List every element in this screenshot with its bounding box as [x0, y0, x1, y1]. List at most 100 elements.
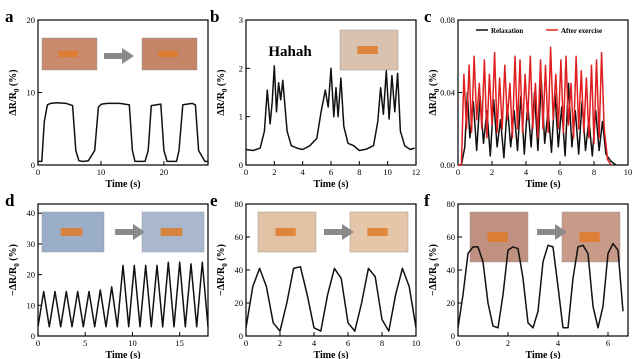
wrist-bent-photo	[141, 211, 205, 253]
y-tick-label: 0	[239, 160, 243, 170]
y-tick-label: 0.00	[440, 160, 455, 170]
y-tick-label: 3	[239, 15, 243, 25]
y-tick-label: 40	[447, 265, 456, 275]
legend: Relaxation After exercise	[476, 27, 602, 35]
y-tick-label: 0	[31, 331, 35, 341]
y-tick-label: 0.08	[440, 15, 455, 25]
right-arrow-icon	[104, 48, 134, 64]
x-tick-label: 8	[357, 167, 361, 177]
sensor-patch	[60, 228, 83, 236]
chart-panel-c: c 0 2 4 6 8 10 0.00 0.04 0.08 Time (s) ΔR/R0 (%) Rel…	[424, 7, 632, 190]
x-tick-label: 15	[175, 338, 184, 348]
x-tick-label: 0	[244, 167, 248, 177]
x-tick-label: 2	[506, 338, 510, 348]
sensor-patch	[160, 228, 183, 236]
panel-label-c: c	[424, 7, 432, 26]
knee-bent-photo	[561, 211, 621, 263]
x-tick-label: 10	[97, 167, 106, 177]
y-tick-label: 60	[447, 232, 456, 242]
x-tick-label: 20	[160, 167, 169, 177]
y-tick-label: 0	[451, 331, 455, 341]
x-tick-label: 6	[346, 338, 350, 348]
series-line-a-0	[38, 101, 208, 163]
y-axis-label: ΔR/R0 (%)	[8, 69, 21, 115]
x-tick-label: 4	[312, 338, 317, 348]
x-tick-label: 10	[383, 167, 392, 177]
wrist-flat-photo	[41, 211, 105, 253]
x-tick-label: 0	[244, 338, 248, 348]
x-tick-label: 4	[524, 167, 529, 177]
y-tick-label: 10	[27, 300, 36, 310]
y-tick-label: 10	[27, 88, 36, 98]
x-tick-label: 2	[272, 167, 276, 177]
x-tick-label: 10	[128, 338, 137, 348]
y-tick-label: 0	[31, 160, 35, 170]
x-axis-label: Time (s)	[525, 179, 560, 190]
x-tick-label: 4	[301, 167, 306, 177]
y-axis-label-text: −ΔR/R0 (%)	[216, 244, 229, 296]
y-tick-label: 80	[447, 199, 456, 209]
elbow-bent-photo	[349, 211, 409, 253]
x-tick-label: 0	[456, 167, 460, 177]
chart-panel-e: e 0 2 4 6 8 10 0 20 40 60 80 Time (s) −ΔR/R0 (%)	[210, 191, 420, 359]
elbow-straight-photo	[257, 211, 317, 253]
plot-frame	[37, 203, 209, 337]
x-axis-label: Time (s)	[313, 179, 348, 190]
x-axis-label: Time (s)	[105, 179, 140, 190]
right-arrow-icon	[537, 224, 567, 240]
forehead-sensor-frown-photo	[141, 37, 198, 71]
sensor-patch	[357, 46, 378, 54]
x-axis-label: Time (s)	[525, 350, 560, 359]
panel-label-e: e	[210, 191, 218, 210]
series-line-f-0	[457, 242, 624, 329]
panel-label-a: a	[5, 7, 14, 26]
legend-entry: After exercise	[561, 27, 602, 35]
y-tick-label: 20	[27, 15, 36, 25]
y-tick-label: 20	[235, 298, 244, 308]
sensor-patch	[487, 232, 508, 242]
x-tick-label: 4	[556, 338, 561, 348]
series-line-d-0	[37, 261, 209, 328]
panel-label-b: b	[210, 7, 219, 26]
y-axis-label-text: −ΔR/R0 (%)	[8, 244, 21, 296]
x-tick-label: 5	[83, 338, 87, 348]
x-tick-label: 10	[624, 167, 633, 177]
x-tick-label: 2	[490, 167, 494, 177]
y-tick-label: 30	[27, 239, 36, 249]
y-tick-label: 0	[239, 331, 243, 341]
series-line-b-0	[245, 65, 415, 152]
sensor-patch	[58, 50, 78, 58]
right-arrow-icon	[324, 224, 354, 240]
y-axis-label-text: ΔR/R0 (%)	[428, 69, 441, 115]
y-axis-label-text: −ΔR/R0 (%)	[428, 244, 441, 296]
y-tick-label: 0.04	[440, 88, 456, 98]
x-axis-label: Time (s)	[313, 350, 348, 359]
y-tick-label: 40	[235, 265, 244, 275]
y-tick-label: 20	[27, 270, 36, 280]
y-tick-label: 80	[235, 199, 244, 209]
series-line-after-exercise	[458, 46, 612, 166]
y-axis-label: −ΔR/R0 (%)	[216, 244, 229, 296]
x-tick-label: 0	[456, 338, 460, 348]
x-axis-label: Time (s)	[105, 350, 140, 359]
y-axis-label-text: ΔR/R0 (%)	[8, 69, 21, 115]
y-axis-label: −ΔR/R0 (%)	[8, 244, 21, 296]
y-tick-label: 1	[239, 112, 243, 122]
right-arrow-icon	[115, 224, 145, 240]
x-tick-label: 0	[36, 167, 40, 177]
x-tick-label: 8	[592, 167, 596, 177]
y-axis-label: ΔR/R0 (%)	[216, 69, 229, 115]
sensor-patch	[367, 228, 388, 236]
y-axis-label: ΔR/R0 (%)	[428, 69, 441, 115]
y-tick-label: 20	[447, 298, 456, 308]
x-tick-label: 6	[606, 338, 610, 348]
sensor-patch	[579, 232, 600, 242]
chart-panel-d: d 0 5 10 15 0 10 20 30 40 Time (s) −ΔR/R0 (%)	[5, 191, 209, 359]
x-tick-label: 12	[412, 167, 421, 177]
chart-panel-a: a 0 10 20 0 10 20 Time (s) ΔR/R0 (%)	[5, 7, 209, 190]
y-tick-label: 60	[235, 232, 244, 242]
x-tick-label: 6	[329, 167, 333, 177]
x-tick-label: 0	[36, 338, 40, 348]
